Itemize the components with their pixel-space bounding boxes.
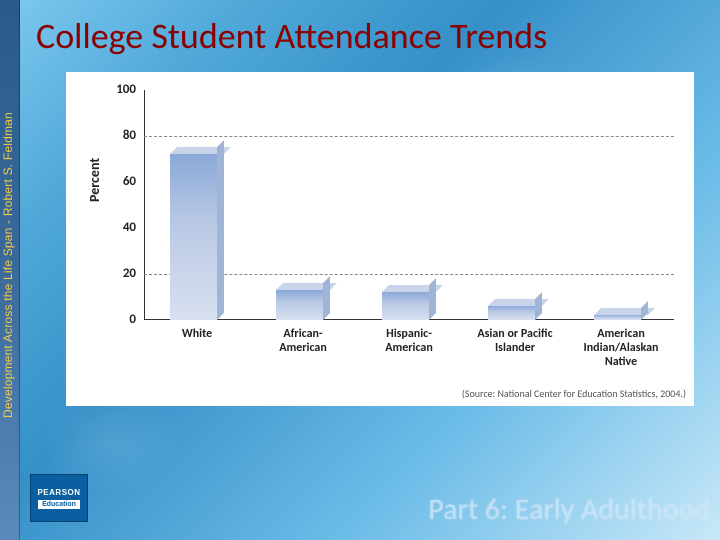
x-tick-label: Asian or PacificIslander	[462, 328, 568, 356]
bar-side	[535, 292, 542, 320]
pearson-brand: PEARSON	[37, 488, 80, 497]
y-tick-label: 0	[66, 312, 136, 327]
book-spine: Development Across the Life Span - Rober…	[0, 0, 20, 540]
bar-side	[323, 276, 330, 320]
y-tick-label: 60	[66, 174, 136, 189]
bar	[382, 285, 436, 320]
chart-plot-area	[144, 90, 674, 320]
pearson-logo: PEARSON Education	[30, 474, 88, 522]
pearson-subbrand: Education	[38, 500, 80, 509]
bar	[488, 299, 542, 320]
bar-front	[594, 315, 641, 320]
chart-source: (Source: National Center for Education S…	[462, 387, 686, 400]
x-tick-label: Hispanic-American	[356, 328, 462, 356]
bar-front	[382, 292, 429, 320]
y-tick-label: 80	[66, 128, 136, 143]
bar-front	[276, 290, 323, 320]
spine-text: Development Across the Life Span - Rober…	[1, 5, 15, 525]
x-tick-label: White	[144, 328, 250, 342]
bar	[170, 147, 224, 320]
slide: Development Across the Life Span - Rober…	[0, 0, 720, 540]
bar	[276, 283, 330, 320]
bar-side	[641, 301, 648, 320]
y-tick-label: 40	[66, 220, 136, 235]
y-tick-label: 20	[66, 266, 136, 281]
bar-front	[170, 154, 217, 320]
bar-front	[488, 306, 535, 320]
bar	[594, 308, 648, 320]
bar-side	[217, 140, 224, 320]
bar-side	[429, 278, 436, 320]
page-title: College Student Attendance Trends	[36, 14, 710, 58]
y-tick-label: 100	[66, 82, 136, 97]
x-tick-label: African-American	[250, 328, 356, 356]
part-label: Part 6: Early Adulthood	[428, 491, 710, 528]
x-tick-label: AmericanIndian/AlaskanNative	[568, 328, 674, 369]
y-axis-line	[144, 90, 145, 320]
gridline	[144, 136, 674, 137]
chart-panel: Percent 020406080100 WhiteAfrican-Americ…	[66, 72, 694, 406]
